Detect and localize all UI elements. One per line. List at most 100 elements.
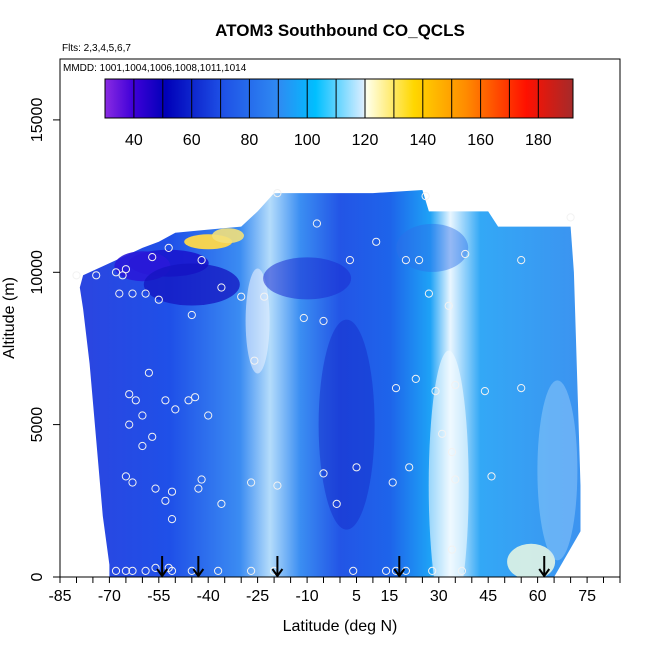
observation-point — [247, 566, 256, 576]
colorbar-tick-label: 100 — [294, 132, 321, 149]
observation-point — [148, 432, 157, 441]
observation-point — [372, 237, 381, 246]
observation-point — [121, 472, 131, 481]
observation-point — [312, 219, 321, 228]
colorbar: 40 60 80 100 120 140 160 180 — [104, 78, 574, 149]
field-feature-9 — [507, 543, 556, 577]
x-axis: -85 -70 -55 -40 -25 -10 5 15 30 45 60 75 — [48, 577, 621, 605]
y-tick-label: 15000 — [29, 98, 46, 143]
y-tick-label: 10000 — [29, 250, 46, 295]
observation-point — [128, 289, 137, 298]
x-tick-label: 45 — [479, 588, 497, 605]
observation-point — [184, 396, 193, 405]
x-tick-label: 75 — [578, 588, 596, 605]
observation-point — [197, 256, 206, 265]
observation-point — [457, 566, 466, 576]
colorbar-tick-label: 120 — [352, 132, 379, 149]
x-tick-label: -10 — [296, 588, 319, 605]
profile-arrow — [192, 556, 205, 578]
observation-point — [118, 271, 127, 280]
x-tick-label: -70 — [98, 588, 121, 605]
observation-point — [217, 499, 226, 508]
profile-arrow — [538, 556, 551, 578]
observation-point — [187, 310, 196, 320]
observation-point — [144, 368, 153, 377]
observation-point — [121, 265, 131, 274]
observation-point — [217, 283, 226, 292]
colorbar-fill — [104, 78, 574, 119]
observation-point — [388, 478, 397, 487]
colorbar-tick-labels: 40 60 80 100 120 140 160 180 — [125, 132, 552, 149]
field-feature-10 — [396, 223, 469, 272]
observation-point — [141, 289, 150, 298]
field-feature-8 — [428, 350, 469, 577]
observation-point — [138, 441, 147, 451]
y-axis: 0 5000 10000 15000 — [29, 98, 60, 581]
observation-point — [319, 469, 328, 478]
observation-point — [480, 387, 489, 396]
x-tick-label: -25 — [246, 588, 269, 605]
observation-point — [138, 411, 147, 420]
observation-point — [141, 566, 150, 576]
observation-point — [411, 374, 420, 383]
observation-point — [128, 478, 137, 487]
observation-point — [128, 566, 137, 576]
colorbar-tick-label: 180 — [525, 132, 552, 149]
observation-point — [352, 463, 361, 472]
observation-point — [424, 289, 433, 298]
y-tick-label: 5000 — [29, 407, 46, 443]
observation-point — [151, 563, 160, 573]
observation-point — [451, 475, 460, 484]
observation-point — [431, 387, 440, 396]
observation-point — [299, 313, 308, 323]
observation-point — [191, 393, 200, 402]
colorbar-tick-label: 160 — [467, 132, 494, 149]
observation-point — [566, 213, 575, 222]
observation-point — [151, 484, 160, 493]
observation-point — [517, 384, 526, 393]
observation-point — [111, 566, 121, 576]
observation-point — [447, 545, 457, 554]
observation-point — [121, 566, 131, 576]
profile-arrow — [393, 556, 406, 578]
observation-point — [125, 420, 134, 429]
observation-point — [421, 192, 430, 201]
profile-arrow — [156, 556, 168, 578]
observation-point — [451, 380, 460, 390]
x-tick-label: -55 — [147, 588, 170, 605]
profile-arrow — [271, 556, 284, 578]
colorbar-tick-label: 60 — [183, 132, 201, 149]
observation-point — [167, 515, 177, 524]
x-tick-label: 60 — [529, 588, 547, 605]
observation-point — [415, 256, 424, 265]
observation-point — [349, 566, 358, 576]
observation-point — [250, 356, 259, 365]
observation-point — [461, 249, 470, 259]
x-axis-label: Latitude (deg N) — [283, 618, 398, 635]
flights-label: Flts: 2,3,4,5,6,7 — [62, 43, 131, 54]
field-feature-6 — [263, 257, 352, 300]
observation-point — [247, 478, 256, 487]
observation-point — [154, 295, 163, 304]
profile-arrows — [156, 556, 551, 578]
x-tick-label: 15 — [381, 588, 399, 605]
observation-point — [204, 411, 213, 420]
observation-point — [444, 301, 453, 310]
observation-point — [148, 253, 157, 262]
field-feature-2 — [143, 263, 240, 306]
dates-label: MMDD: 1001,1004,1006,1008,1011,1014 — [63, 63, 247, 74]
observation-point — [517, 256, 526, 265]
observation-point — [92, 271, 101, 280]
observation-point — [391, 384, 401, 393]
observation-point — [405, 463, 414, 472]
observation-point — [167, 487, 177, 496]
field-feature-11 — [537, 380, 578, 561]
x-tick-label: 30 — [430, 588, 448, 605]
observation-point — [273, 481, 282, 490]
observation-point — [401, 256, 410, 265]
observation-points — [72, 189, 575, 576]
observation-point — [345, 256, 354, 265]
field-feature-7 — [318, 319, 375, 530]
colorbar-tick-label: 40 — [125, 132, 143, 149]
